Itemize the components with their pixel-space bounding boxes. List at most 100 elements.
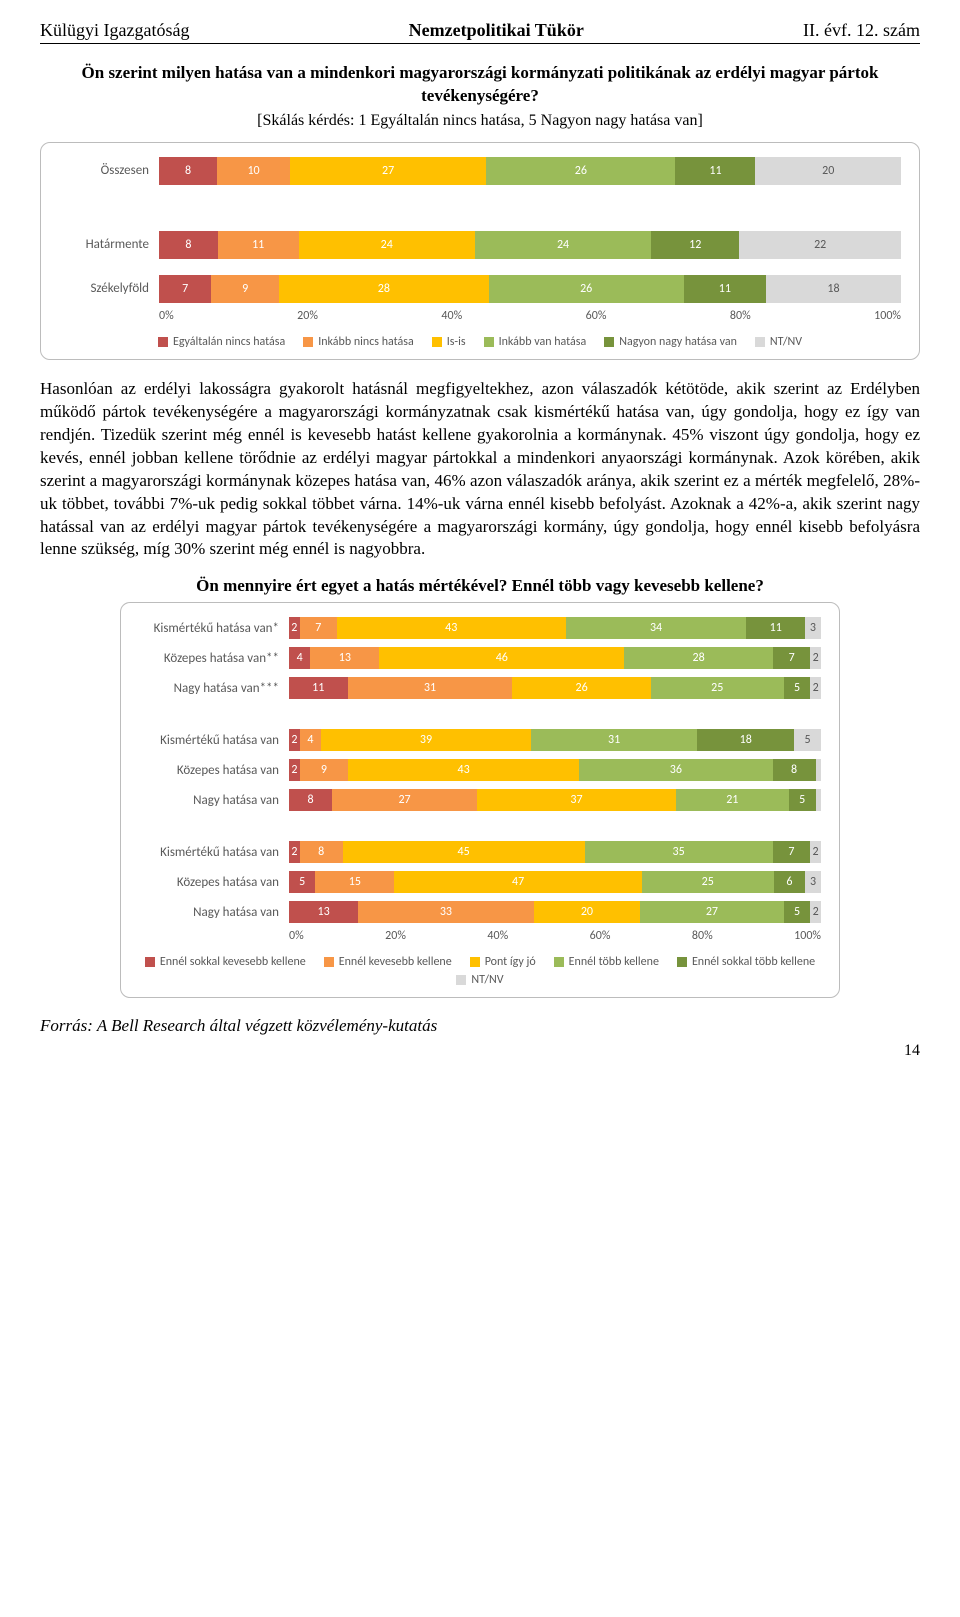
bar-segment: 18 (697, 729, 794, 751)
bar-segment: 28 (279, 275, 489, 303)
legend-label: Egyáltalán nincs hatása (173, 335, 285, 349)
bar-segment: 7 (773, 647, 810, 669)
row-label: Székelyföld (59, 281, 159, 296)
legend-label: Ennél kevesebb kellene (339, 955, 452, 969)
legend-label: Inkább van hatása (499, 335, 587, 349)
question2-title: Ön mennyire ért egyet a hatás mértékével… (80, 575, 880, 598)
bar-segment (816, 759, 821, 781)
source-text: Forrás: A Bell Research által végzett kö… (40, 1016, 920, 1036)
stacked-bar: 274334113 (289, 617, 821, 639)
legend-label: Ennél sokkal több kellene (692, 955, 815, 969)
legend-swatch (677, 957, 687, 967)
bar-segment: 31 (348, 677, 513, 699)
header-center: Nemzetpolitikai Tükör (409, 20, 584, 41)
bar-segment: 9 (300, 759, 348, 781)
bar-segment: 11 (289, 677, 348, 699)
row-label: Kismértékű hatása van (139, 733, 289, 748)
bar-segment: 2 (810, 841, 821, 863)
axis-tick: 0% (289, 929, 304, 943)
stacked-bar: 2943368 (289, 759, 821, 781)
bar-segment: 2 (289, 759, 300, 781)
bar-segment: 7 (773, 841, 811, 863)
bar-segment: 15 (315, 871, 394, 893)
legend-swatch (470, 957, 480, 967)
legend-item: Inkább nincs hatása (303, 335, 414, 349)
bar-segment: 20 (534, 901, 640, 923)
legend-label: Ennél sokkal kevesebb kellene (160, 955, 306, 969)
row-label: Kismértékű hatása van* (139, 621, 289, 636)
axis-tick: 20% (385, 929, 406, 943)
bar-segment: 45 (343, 841, 585, 863)
bar-segment: 46 (379, 647, 624, 669)
stacked-bar: 82737215 (289, 789, 821, 811)
header-left: Külügyi Igazgatóság (40, 20, 189, 41)
bar-segment: 8 (773, 759, 816, 781)
bar-segment: 5 (289, 871, 315, 893)
legend-label: Inkább nincs hatása (318, 335, 414, 349)
legend-swatch (604, 337, 614, 347)
bar-segment: 24 (299, 231, 475, 259)
bar-segment: 39 (321, 729, 531, 751)
bar-segment: 11 (746, 617, 805, 639)
chart2-body: Kismértékű hatása van*274334113Közepes h… (139, 617, 821, 923)
bar-segment: 22 (739, 231, 901, 259)
bar-segment: 3 (805, 871, 821, 893)
legend-item: Ennél sokkal kevesebb kellene (145, 955, 306, 969)
question1-subtitle: [Skálás kérdés: 1 Egyáltalán nincs hatás… (40, 112, 920, 130)
bar-segment: 26 (512, 677, 650, 699)
row-label: Nagy hatása van (139, 905, 289, 920)
bar-segment: 5 (784, 677, 811, 699)
bar-segment: 2 (810, 677, 821, 699)
bar-segment: 28 (624, 647, 773, 669)
bar-segment: 2 (810, 901, 821, 923)
stacked-bar: 413462872 (289, 647, 821, 669)
bar-segment: 11 (218, 231, 299, 259)
chart1-frame: Összesen81027261120Határmente81124241222… (40, 142, 920, 360)
stacked-bar: 1333202752 (289, 901, 821, 923)
legend-swatch (324, 957, 334, 967)
stacked-bar: 81124241222 (159, 231, 901, 259)
legend-label: Pont így jó (485, 955, 536, 969)
bar-segment: 27 (332, 789, 477, 811)
bar-segment: 25 (642, 871, 774, 893)
legend-item: Nagyon nagy hatása van (604, 335, 737, 349)
axis-tick: 20% (297, 309, 318, 323)
bar-segment: 43 (337, 617, 566, 639)
legend-swatch (145, 957, 155, 967)
bar-segment (816, 789, 821, 811)
bar-segment: 20 (755, 157, 900, 185)
row-label: Határmente (59, 237, 159, 252)
bar-segment: 2 (289, 617, 300, 639)
legend-swatch (755, 337, 765, 347)
legend-item: Pont így jó (470, 955, 536, 969)
legend-swatch (484, 337, 494, 347)
chart1-axis: 0%20%40%60%80%100% (59, 309, 901, 323)
legend-swatch (456, 975, 466, 985)
row-label: Közepes hatása van** (139, 651, 289, 666)
bar-segment: 24 (475, 231, 651, 259)
stacked-bar: 1131262552 (289, 677, 821, 699)
header-right: II. évf. 12. szám (803, 20, 920, 41)
axis-tick: 100% (874, 309, 901, 323)
legend-swatch (158, 337, 168, 347)
bar-segment: 7 (300, 617, 337, 639)
bar-segment: 12 (651, 231, 739, 259)
legend-swatch (554, 957, 564, 967)
bar-segment: 8 (300, 841, 343, 863)
row-label: Összesen (59, 163, 159, 178)
page-number: 14 (40, 1042, 920, 1060)
bar-segment: 5 (784, 901, 811, 923)
bar-segment: 26 (486, 157, 675, 185)
bar-segment: 7 (159, 275, 211, 303)
axis-tick: 100% (794, 929, 821, 943)
legend-item: Ennél több kellene (554, 955, 659, 969)
legend-label: Nagyon nagy hatása van (619, 335, 737, 349)
row-label: Nagy hatása van (139, 793, 289, 808)
stacked-bar: 28453572 (289, 841, 821, 863)
bar-segment: 13 (310, 647, 379, 669)
bar-segment: 9 (211, 275, 278, 303)
legend-item: NT/NV (755, 335, 802, 349)
bar-segment: 18 (766, 275, 901, 303)
axis-tick: 40% (441, 309, 462, 323)
legend-label: Is-is (447, 335, 466, 349)
